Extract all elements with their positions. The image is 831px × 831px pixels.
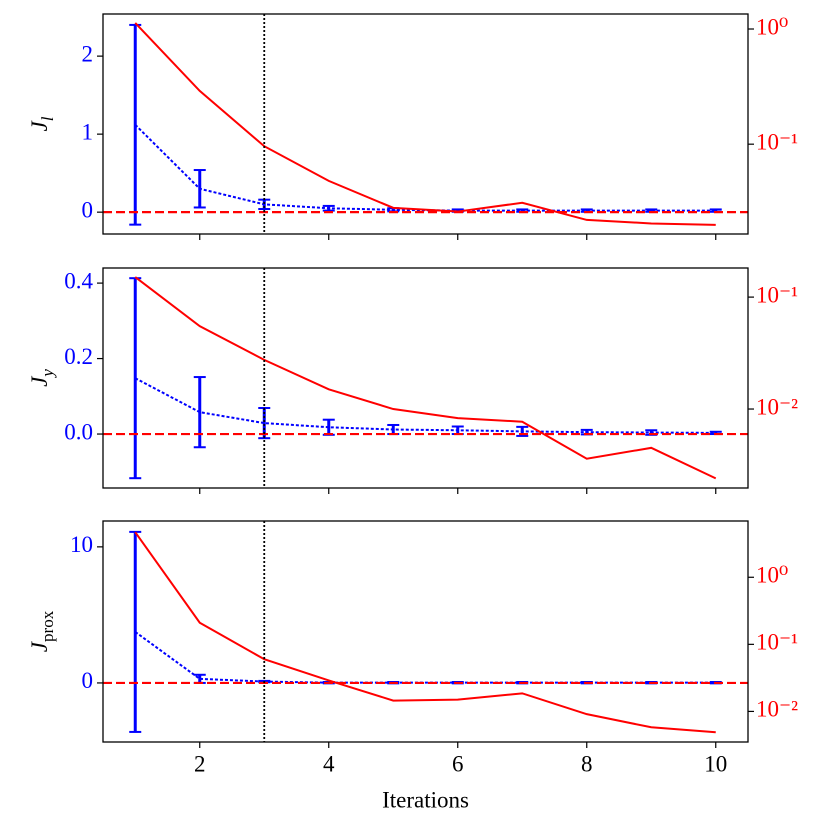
error-bar [129,530,142,733]
plot-area [103,521,748,742]
y-tick-label: 0 [82,668,94,693]
y-label-main: J [27,640,52,652]
x-tick-label: 8 [581,751,593,776]
y2-tick-label: 10⁻¹ [756,129,798,154]
error-bar [193,169,206,209]
series-line [134,276,717,480]
y2-tick-label: 10⁻² [756,394,798,419]
y2-tick-label: 10⁻² [756,697,798,722]
y-tick-label: 0.4 [64,268,93,293]
y-tick-label: 10 [70,532,93,557]
plot-frame [102,13,749,235]
y2-tick-label: 10⁰ [756,563,788,588]
y-tick-label: 1 [82,119,94,144]
x-tick-label: 4 [323,751,335,776]
x-axis-label: Iterations [382,787,469,812]
y-tick-label: 0.2 [64,344,93,369]
series-line [134,531,716,734]
error-bar [129,277,142,480]
y-label-sub: prox [38,610,57,642]
error-bar [129,23,142,226]
plot-frame [102,267,749,489]
error-bar [322,204,335,212]
y-tick-label: 0.0 [64,419,93,444]
y-axis-label: Jprox [27,610,57,652]
plot-frame [102,520,749,743]
y-tick-label: 2 [82,41,94,66]
y2-tick-label: 10⁻¹ [756,630,798,655]
series-line [134,124,716,212]
y2-tick-label: 10⁰ [756,14,788,39]
y-label-sub: y [38,369,57,379]
plot-area [103,268,748,488]
y-label-sub: l [38,116,57,121]
y-axis-label: Jy [27,369,57,387]
x-tick-label: 6 [452,751,464,776]
y-label-main: J [27,375,52,387]
series-line [134,631,716,684]
x-tick-label: 2 [194,751,206,776]
y2-tick-label: 10⁻¹ [756,282,798,307]
y-tick-label: 0 [82,197,94,222]
series-line [134,377,716,434]
y-label-main: J [27,119,52,131]
x-tick-label: 10 [704,751,727,776]
y-axis-label: Jl [27,116,57,131]
error-bar [193,376,206,449]
series-line [134,22,716,226]
error-bar [193,673,206,684]
plot-area [103,14,748,234]
